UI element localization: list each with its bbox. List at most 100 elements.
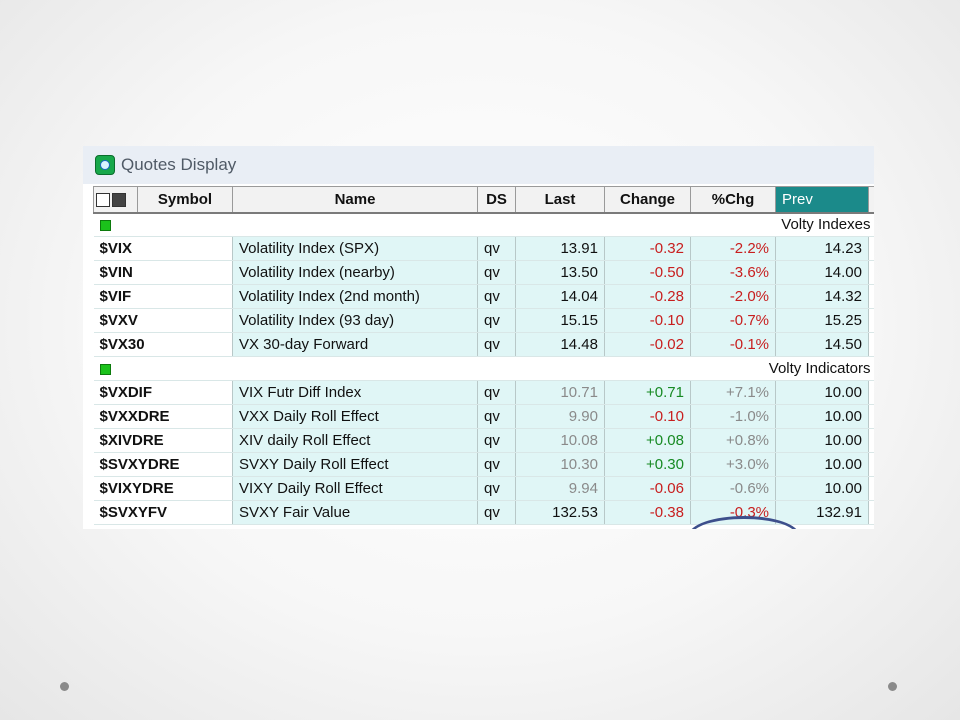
ds-cell[interactable]: qv [477, 308, 516, 333]
name-cell[interactable]: Volatility Index (93 day) [232, 308, 478, 333]
pctchg-cell[interactable]: -0.1% [690, 332, 776, 357]
last-cell[interactable]: 15.15 [515, 308, 605, 333]
name-cell[interactable]: VX 30-day Forward [232, 332, 478, 357]
last-cell[interactable]: 13.91 [515, 236, 605, 261]
quotes-app-icon[interactable] [95, 155, 115, 175]
last-cell[interactable]: 10.71 [515, 380, 605, 405]
table-row[interactable]: $VXDIF VIX Futr Diff Index qv 10.71 +0.71 +7.… [93, 380, 874, 405]
ds-cell[interactable]: qv [477, 332, 516, 357]
pctchg-cell[interactable]: -0.6% [690, 476, 776, 501]
ds-cell[interactable]: qv [477, 260, 516, 285]
ds-cell[interactable]: qv [477, 404, 516, 429]
prev-cell[interactable]: 10.00 [775, 404, 869, 429]
table-row[interactable]: $SVXYDRE SVXY Daily Roll Effect qv 10.30 +0.… [93, 452, 874, 477]
symbol-cell[interactable]: $SVXYFV [93, 500, 233, 525]
change-cell[interactable]: -0.32 [604, 236, 691, 261]
table-row[interactable]: $VXV Volatility Index (93 day) qv 15.15 -0.1… [93, 308, 874, 333]
name-cell[interactable]: Volatility Index (2nd month) [232, 284, 478, 309]
save-disk-icon[interactable] [112, 192, 126, 207]
ds-cell[interactable]: qv [477, 452, 516, 477]
name-cell[interactable]: XIV daily Roll Effect [232, 428, 478, 453]
name-cell[interactable]: Volatility Index (nearby) [232, 260, 478, 285]
title-bar[interactable]: Quotes Display [83, 146, 874, 184]
table-row[interactable]: $VIF Volatility Index (2nd month) qv 14.04-… [93, 284, 874, 309]
col-change[interactable]: Change [604, 186, 691, 214]
name-cell[interactable]: Volatility Index (SPX) [232, 236, 478, 261]
prev-cell[interactable]: 15.25 [775, 308, 869, 333]
symbol-cell[interactable]: $VIXYDRE [93, 476, 233, 501]
prev-cell[interactable]: 10.00 [775, 428, 869, 453]
col-prev[interactable]: Prev [775, 186, 869, 214]
pctchg-cell[interactable]: -2.0% [690, 284, 776, 309]
change-cell[interactable]: -0.28 [604, 284, 691, 309]
col-last[interactable]: Last [515, 186, 605, 214]
table-row[interactable]: $VIX Volatility Index (SPX) qv 13.91 -0.32 -2… [93, 236, 874, 261]
ds-cell[interactable]: qv [477, 428, 516, 453]
symbol-cell[interactable]: $VXXDRE [93, 404, 233, 429]
name-cell[interactable]: SVXY Daily Roll Effect [232, 452, 478, 477]
prev-cell[interactable]: 14.32 [775, 284, 869, 309]
last-cell[interactable]: 10.30 [515, 452, 605, 477]
ds-cell[interactable]: qv [477, 500, 516, 525]
name-cell[interactable]: SVXY Fair Value [232, 500, 478, 525]
change-cell[interactable]: -0.38 [604, 500, 691, 525]
symbol-cell[interactable]: $XIVDRE [93, 428, 233, 453]
change-cell[interactable]: -0.06 [604, 476, 691, 501]
pctchg-cell[interactable]: -0.7% [690, 308, 776, 333]
last-cell[interactable]: 9.94 [515, 476, 605, 501]
prev-cell[interactable]: 10.00 [775, 380, 869, 405]
col-extra[interactable] [868, 186, 874, 214]
pctchg-cell[interactable]: -3.6% [690, 260, 776, 285]
change-cell[interactable]: -0.10 [604, 308, 691, 333]
last-cell[interactable]: 14.48 [515, 332, 605, 357]
name-cell[interactable]: VXX Daily Roll Effect [232, 404, 478, 429]
table-row[interactable]: $VIXYDRE VIXY Daily Roll Effect qv 9.94 -0.0… [93, 476, 874, 501]
change-cell[interactable]: +0.71 [604, 380, 691, 405]
pctchg-cell[interactable]: +0.8% [690, 428, 776, 453]
col-ds[interactable]: DS [477, 186, 516, 214]
prev-cell[interactable]: 14.00 [775, 260, 869, 285]
table-row[interactable]: $XIVDRE XIV daily Roll Effect qv 10.08 +0.08… [93, 428, 874, 453]
col-symbol[interactable]: Symbol [137, 186, 233, 214]
pctchg-cell[interactable]: -2.2% [690, 236, 776, 261]
prev-cell[interactable]: 10.00 [775, 476, 869, 501]
last-cell[interactable]: 132.53 [515, 500, 605, 525]
name-cell[interactable]: VIXY Daily Roll Effect [232, 476, 478, 501]
change-cell[interactable]: +0.30 [604, 452, 691, 477]
last-cell[interactable]: 10.08 [515, 428, 605, 453]
pctchg-cell[interactable]: +7.1% [690, 380, 776, 405]
green-square-icon[interactable] [99, 219, 111, 231]
last-cell[interactable]: 13.50 [515, 260, 605, 285]
prev-cell[interactable]: 132.91 [775, 500, 869, 525]
ds-cell[interactable]: qv [477, 380, 516, 405]
green-square-icon[interactable] [99, 363, 111, 375]
symbol-cell[interactable]: $SVXYDRE [93, 452, 233, 477]
prev-cell[interactable]: 14.50 [775, 332, 869, 357]
ds-cell[interactable]: qv [477, 476, 516, 501]
name-cell[interactable]: VIX Futr Diff Index [232, 380, 478, 405]
prev-cell[interactable]: 14.23 [775, 236, 869, 261]
symbol-cell[interactable]: $VXDIF [93, 380, 233, 405]
ds-cell[interactable]: qv [477, 284, 516, 309]
symbol-cell[interactable]: $VIX [93, 236, 233, 261]
group-row[interactable]: Volty Indicators [93, 356, 874, 381]
change-cell[interactable]: -0.02 [604, 332, 691, 357]
pctchg-cell[interactable]: +3.0% [690, 452, 776, 477]
change-cell[interactable]: +0.08 [604, 428, 691, 453]
prev-cell[interactable]: 10.00 [775, 452, 869, 477]
ds-cell[interactable]: qv [477, 236, 516, 261]
symbol-cell[interactable]: $VX30 [93, 332, 233, 357]
last-cell[interactable]: 14.04 [515, 284, 605, 309]
table-row[interactable]: $VX30 VX 30-day Forward qv 14.48 -0.02 -0.1% 1… [93, 332, 874, 357]
table-row[interactable]: $SVXYFV SVXY Fair Value qv 132.53 -0.38 -0.3%… [93, 500, 874, 525]
col-pctchg[interactable]: %Chg [690, 186, 776, 214]
col-name[interactable]: Name [232, 186, 478, 214]
group-row[interactable]: Volty Indexes [93, 212, 874, 237]
symbol-cell[interactable]: $VIF [93, 284, 233, 309]
symbol-cell[interactable]: $VIN [93, 260, 233, 285]
printer-icon[interactable] [96, 192, 110, 207]
table-row[interactable]: $VIN Volatility Index (nearby) qv 13.50 -0.5… [93, 260, 874, 285]
last-cell[interactable]: 9.90 [515, 404, 605, 429]
symbol-cell[interactable]: $VXV [93, 308, 233, 333]
change-cell[interactable]: -0.10 [604, 404, 691, 429]
